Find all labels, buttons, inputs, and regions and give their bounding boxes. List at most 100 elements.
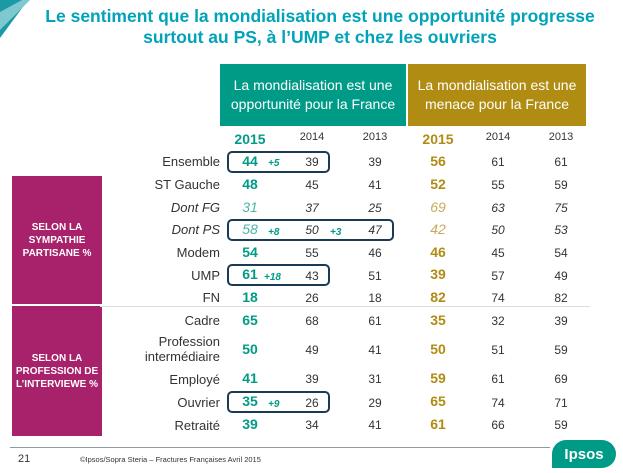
cell-men-2013: 61 [554, 155, 568, 169]
cell-opp-2014: 43 [305, 269, 319, 283]
year-men-2013: 2013 [548, 131, 574, 143]
cell-men-2015: 35 [430, 312, 446, 328]
cell-opp-2013: 18 [368, 291, 382, 305]
cell-opp-2013: 41 [368, 343, 382, 357]
cell-opp-2015: 44 [242, 153, 258, 169]
cell-men-2014: 63 [491, 201, 505, 215]
cell-opp-2013: 29 [368, 396, 382, 410]
cell-men-2013: 69 [554, 372, 568, 386]
group-profession: SELON LA PROFESSION DE L’INTERVIEWE % [12, 306, 102, 436]
delta: +5 [268, 158, 280, 169]
cell-men-2015: 59 [430, 370, 446, 386]
cell-opp-2013: 47 [368, 223, 382, 237]
cell-opp-2015: 35 [242, 393, 258, 409]
cell-men-2015: 39 [430, 266, 446, 282]
cell-opp-2014: 55 [305, 246, 319, 260]
cell-opp-2015: 41 [242, 370, 258, 386]
cell-men-2013: 49 [554, 269, 568, 283]
cell-men-2015: 46 [430, 244, 446, 260]
delta: +18 [264, 272, 281, 283]
page-number: 21 [18, 453, 31, 465]
cell-opp-2015: 39 [242, 416, 258, 432]
cell-opp-2013: 51 [368, 269, 382, 283]
year-opp-2013: 2013 [362, 131, 388, 143]
cell-men-2014: 57 [491, 269, 505, 283]
cell-men-2013: 75 [554, 201, 568, 215]
cell-men-2013: 54 [554, 246, 568, 260]
cell-opp-2013: 31 [368, 372, 382, 386]
highlight-box-ouvrier [227, 391, 330, 413]
cell-men-2014: 45 [491, 246, 505, 260]
cell-men-2015: 61 [430, 416, 446, 432]
year-opp-2014: 2014 [299, 131, 325, 143]
row-label-modem: Modem [176, 245, 220, 260]
cell-opp-2014: 34 [305, 418, 319, 432]
cell-opp-2014: 26 [305, 291, 319, 305]
cell-men-2014: 50 [491, 223, 505, 237]
row-label-fn: FN [202, 290, 220, 305]
cell-men-2015: 56 [430, 153, 446, 169]
cell-men-2014: 74 [491, 396, 505, 410]
row-label-profession-intermediaire: Profession intermédiaire [144, 334, 220, 364]
delta: +9 [268, 399, 280, 410]
cell-men-2014: 61 [491, 372, 505, 386]
highlight-box-ump [227, 264, 330, 286]
group-sympathie: SELON LA SYMPATHIE PARTISANE % [12, 176, 102, 304]
cell-opp-2015: 54 [242, 244, 258, 260]
cell-men-2013: 59 [554, 178, 568, 192]
cell-men-2015: 50 [430, 341, 446, 357]
year-opp-2015: 2015 [234, 131, 266, 147]
row-label-dont-ps: Dont PS [171, 222, 220, 237]
cell-men-2014: 66 [491, 418, 505, 432]
cell-opp-2014: 37 [305, 201, 319, 215]
delta: +8 [268, 227, 280, 238]
cell-men-2013: 59 [554, 418, 568, 432]
cell-opp-2013: 41 [368, 418, 382, 432]
row-label-ensemble: Ensemble [162, 154, 220, 169]
cell-men-2014: 61 [491, 155, 505, 169]
copyright: ©Ipsos/Sopra Steria – Fractures Français… [80, 455, 261, 464]
cell-opp-2014: 50 [305, 223, 319, 237]
header-opportunity: La mondialisation est une opportunité po… [220, 64, 406, 126]
row-label-ump: UMP [191, 268, 220, 283]
header-threat: La mondialisation est une menace pour la… [408, 64, 586, 126]
cell-opp-2014: 26 [305, 396, 319, 410]
highlight-box-ensemble [227, 151, 330, 173]
row-label-ouvrier: Ouvrier [177, 395, 220, 410]
highlight-box-dont-ps [227, 219, 394, 241]
cell-men-2013: 53 [554, 223, 568, 237]
cell-opp-2014: 45 [305, 178, 319, 192]
cell-opp-2014: 68 [305, 314, 319, 328]
row-label-dont-fg: Dont FG [170, 200, 220, 215]
cell-opp-2015: 65 [242, 312, 258, 328]
footer-rule [10, 447, 550, 448]
row-label-cadre: Cadre [184, 313, 220, 328]
cell-opp-2013: 39 [368, 155, 382, 169]
cell-men-2015: 42 [430, 221, 446, 237]
cell-men-2013: 39 [554, 314, 568, 328]
ipsos-logo: Ipsos [552, 440, 616, 468]
cell-men-2014: 32 [491, 314, 505, 328]
cell-opp-2014: 49 [305, 343, 319, 357]
cell-opp-2013: 61 [368, 314, 382, 328]
cell-opp-2013: 41 [368, 178, 382, 192]
cell-opp-2015: 50 [242, 341, 258, 357]
cell-men-2013: 82 [554, 291, 568, 305]
row-label-st-gauche: ST Gauche [154, 177, 220, 192]
cell-opp-2014: 39 [305, 155, 319, 169]
cell-opp-2015: 31 [242, 199, 258, 215]
cell-men-2015: 69 [430, 199, 446, 215]
cell-opp-2015: 61 [242, 266, 258, 282]
cell-men-2014: 55 [491, 178, 505, 192]
cell-opp-2014: 39 [305, 372, 319, 386]
cell-men-2013: 59 [554, 343, 568, 357]
cell-opp-2015: 58 [242, 221, 258, 237]
cell-men-2014: 51 [491, 343, 505, 357]
cell-men-2013: 71 [554, 396, 568, 410]
year-men-2014: 2014 [485, 131, 511, 143]
year-men-2015: 2015 [422, 131, 454, 147]
cell-men-2014: 74 [491, 291, 505, 305]
cell-men-2015: 65 [430, 393, 446, 409]
slide-title: Le sentiment que la mondialisation est u… [45, 6, 595, 47]
